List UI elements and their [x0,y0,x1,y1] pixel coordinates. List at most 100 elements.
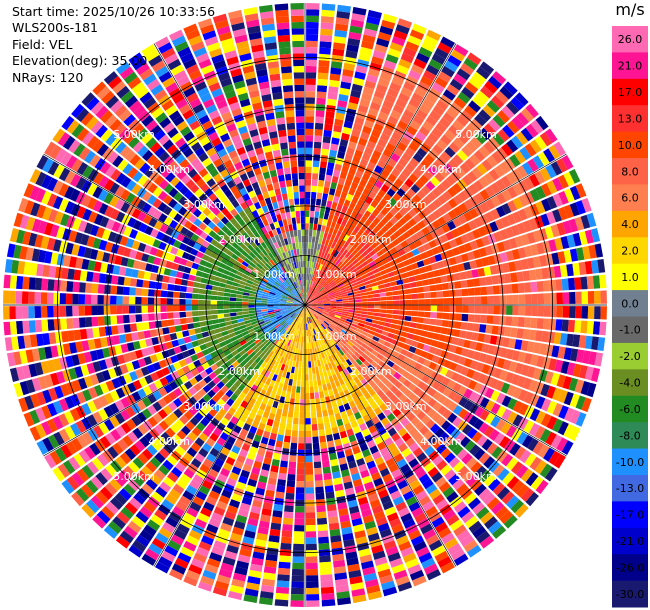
range-gate [322,265,327,273]
range-gate [472,249,482,259]
range-gate [335,279,342,285]
range-gate [305,72,317,79]
range-gate [369,155,379,165]
range-gate [297,449,305,456]
range-gate [520,488,535,502]
range-gate [290,594,304,601]
range-gate [451,337,459,346]
range-gate [368,213,376,222]
range-gate [296,354,300,362]
range-gate [305,261,308,268]
range-gate [590,367,601,382]
range-gate [347,499,358,508]
range-gate [349,371,357,379]
range-gate [336,418,344,427]
range-gate [356,348,364,356]
range-gate [359,423,368,432]
range-gate [454,321,462,329]
range-gate [341,293,348,297]
range-gate [311,191,317,199]
range-gate [217,296,224,301]
range-gate [463,211,473,222]
range-gate [333,317,340,322]
range-gate [330,182,338,190]
range-gate [305,455,313,463]
range-gate [372,234,380,242]
range-gate [242,302,249,305]
range-gate [536,242,545,255]
range-gate [306,311,309,318]
range-gate [582,246,591,260]
range-gate [525,472,539,487]
range-gate [305,443,312,450]
range-gate [224,288,232,293]
range-gate [318,365,323,373]
range-gate [487,305,494,315]
range-gate [218,287,225,292]
range-gate [346,193,354,202]
range-gate [154,282,162,290]
range-gate [323,351,328,358]
range-gate [229,312,237,317]
range-gate [371,56,384,66]
range-gate [393,147,404,157]
range-gate [317,301,324,303]
range-gate [382,500,394,511]
range-gate [380,376,389,385]
range-gate [98,273,106,284]
range-gate [358,247,366,255]
range-gate [318,278,324,285]
range-gate [462,424,473,435]
range-gate [359,257,366,265]
range-gate [400,463,411,474]
range-gate [305,493,315,500]
range-gate [552,403,563,417]
range-gate [305,305,312,307]
range-gate [388,463,399,473]
range-gate [311,261,314,268]
range-gate [349,363,357,371]
range-gate [316,346,321,354]
range-gate [501,203,512,215]
range-gate [305,116,315,123]
range-gate [320,161,328,169]
range-gate [192,287,200,294]
range-gate [478,247,488,258]
range-gate [229,301,236,305]
range-gate [460,534,475,548]
range-gate [310,204,316,212]
range-gate [249,472,259,482]
range-gate [508,261,517,272]
range-gate [394,380,403,389]
range-gate [379,25,394,36]
range-gate [305,506,315,513]
range-gate [397,353,406,362]
range-gate [263,457,272,465]
range-gate [510,373,521,386]
range-gate [305,305,310,310]
range-gate [305,374,309,381]
range-gate [313,335,317,342]
range-gate [458,356,467,366]
range-gate [344,251,352,259]
range-gate [424,462,435,473]
range-gate [343,213,351,221]
range-gate [360,231,368,240]
range-gate [263,566,277,574]
range-gate [358,207,367,216]
range-gate [262,502,273,510]
range-gate [281,530,293,538]
range-gate [322,193,329,201]
range-gate [292,360,296,368]
range-gate [355,302,362,305]
range-gate [148,313,155,321]
range-gate [272,452,281,461]
range-gate [511,248,521,260]
range-gate [503,81,518,96]
range-gate [446,352,455,361]
range-gate [314,347,318,355]
range-gate [372,384,381,393]
range-gate [191,293,199,299]
range-gate [356,254,364,262]
range-gate [367,364,375,372]
